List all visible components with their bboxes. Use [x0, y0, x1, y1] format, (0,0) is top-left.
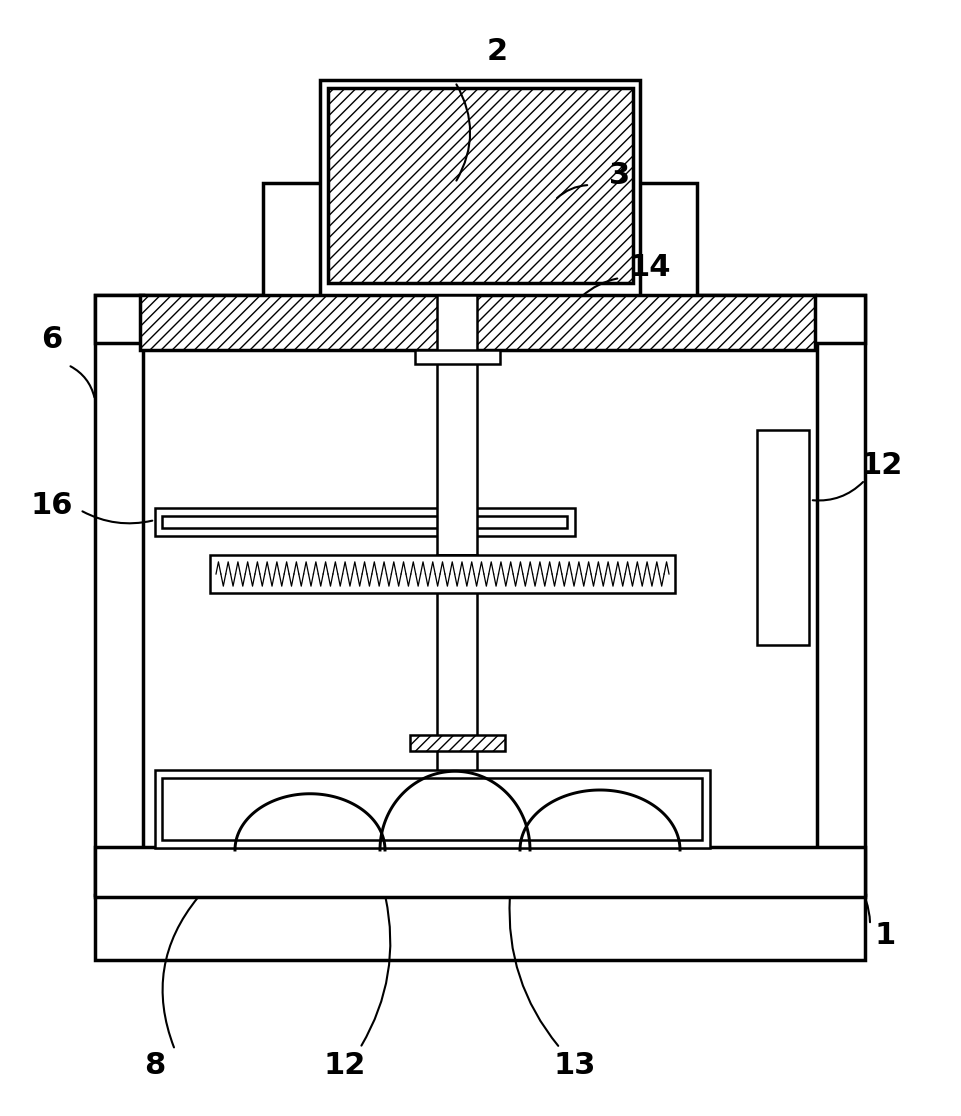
Text: 8: 8: [144, 1050, 165, 1079]
Bar: [95, 295, 143, 895]
FancyArrowPatch shape: [557, 185, 587, 198]
FancyArrowPatch shape: [162, 897, 198, 1048]
Bar: [95, 847, 865, 897]
FancyArrowPatch shape: [509, 897, 558, 1046]
Bar: [155, 508, 575, 536]
Bar: [210, 555, 675, 593]
Text: 12: 12: [861, 451, 903, 480]
Bar: [320, 80, 640, 298]
FancyArrowPatch shape: [456, 85, 470, 181]
Bar: [95, 295, 865, 343]
Bar: [95, 895, 865, 960]
Bar: [155, 770, 710, 848]
Text: 14: 14: [628, 253, 671, 282]
Bar: [140, 295, 815, 350]
Text: 13: 13: [554, 1050, 596, 1079]
Bar: [757, 430, 809, 645]
Bar: [263, 183, 697, 298]
Text: 2: 2: [486, 38, 507, 67]
Bar: [162, 778, 702, 840]
FancyArrowPatch shape: [361, 897, 390, 1046]
Text: 12: 12: [324, 1050, 366, 1079]
FancyArrowPatch shape: [83, 511, 152, 523]
Bar: [162, 516, 567, 528]
FancyArrowPatch shape: [70, 366, 94, 397]
Bar: [437, 555, 477, 775]
FancyArrowPatch shape: [866, 901, 870, 922]
Text: 1: 1: [875, 921, 896, 950]
FancyArrowPatch shape: [582, 279, 617, 296]
Bar: [415, 350, 500, 364]
Text: 3: 3: [609, 161, 630, 190]
FancyArrowPatch shape: [813, 482, 863, 500]
Text: 16: 16: [31, 491, 73, 520]
Text: 6: 6: [41, 326, 62, 355]
Bar: [410, 735, 505, 751]
Bar: [437, 295, 477, 555]
Bar: [817, 295, 865, 895]
Bar: [328, 88, 633, 283]
